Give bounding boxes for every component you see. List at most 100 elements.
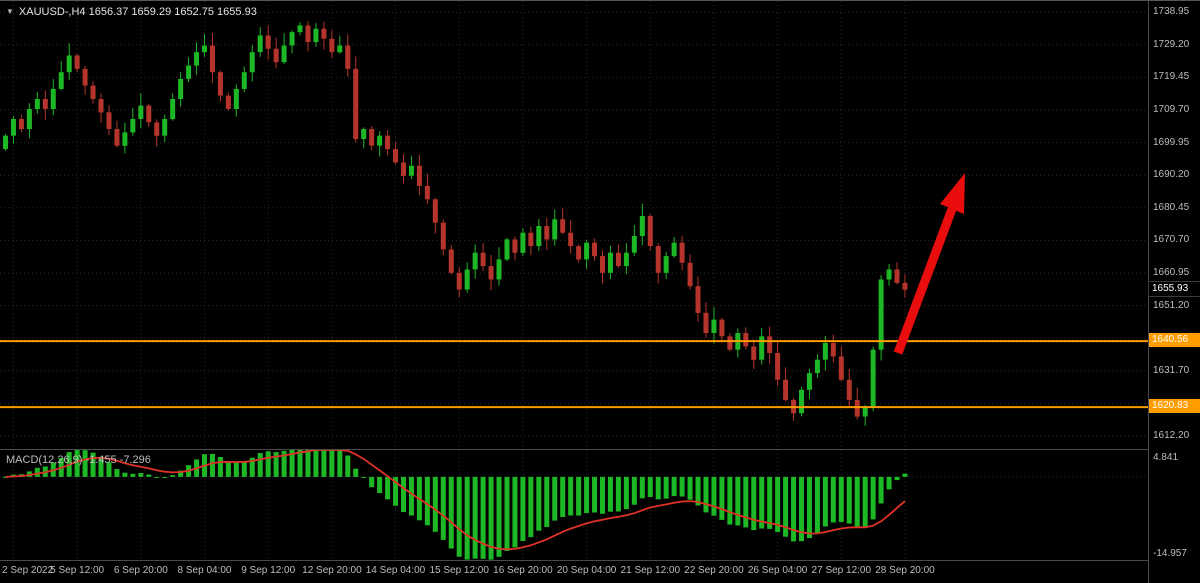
candle-body — [353, 68, 359, 140]
candle-body — [146, 105, 152, 123]
time-axis-label: 26 Sep 04:00 — [747, 565, 808, 576]
candle-body — [202, 45, 207, 53]
macd-histogram-bar — [623, 476, 629, 510]
candle-body — [369, 129, 375, 146]
macd-histogram-bar — [34, 467, 40, 477]
time-axis-label: 15 Sep 12:00 — [429, 565, 489, 576]
macd-histogram-bar — [846, 476, 852, 524]
candle-body — [703, 312, 709, 333]
candle-body — [671, 242, 677, 257]
macd-histogram-bar — [663, 476, 669, 499]
time-axis-label: 14 Sep 04:00 — [365, 565, 426, 576]
macd-histogram-bar — [361, 476, 367, 478]
candle-body — [846, 379, 852, 400]
macd-histogram-bar — [504, 476, 510, 551]
time-axis-label: 9 Sep 12:00 — [241, 565, 296, 576]
time-axis-label: 8 Sep 04:00 — [177, 565, 232, 576]
macd-histogram-bar — [345, 455, 351, 477]
candle-body — [34, 99, 40, 109]
price-tick-label: 1729.20 — [1153, 39, 1190, 50]
candle-body — [544, 226, 550, 240]
level-price-tag[interactable]: 1640.56 — [1149, 333, 1200, 347]
macd-histogram-bar — [82, 450, 88, 477]
symbol-ohlc-text: XAUUSD-,H4 1656.37 1659.29 1652.75 1655.… — [18, 6, 257, 18]
chevron-down-icon[interactable]: ▼ — [6, 7, 14, 16]
candle-body — [464, 269, 470, 290]
macd-panel-canvas[interactable] — [0, 450, 1148, 561]
candle-body — [767, 336, 773, 353]
macd-histogram-bar — [870, 476, 876, 520]
macd-histogram-bar — [576, 476, 582, 516]
level-price-tag[interactable]: 1620.83 — [1149, 399, 1200, 413]
macd-histogram-bar — [424, 476, 430, 526]
candle-body — [162, 119, 168, 136]
macd-histogram-bar — [472, 476, 478, 559]
candle-body — [838, 356, 844, 380]
candle-body — [10, 119, 16, 136]
candle-body — [90, 85, 96, 99]
price-axis[interactable]: 1655.93 4.841 -14.957 1738.95 1729.20 1719… — [1148, 1, 1200, 583]
macd-histogram-bar — [329, 450, 335, 477]
macd-histogram-bar — [456, 476, 462, 557]
macd-histogram-bar — [647, 476, 653, 497]
candle-body — [377, 135, 383, 146]
macd-histogram-bar — [289, 450, 295, 477]
arrow-annotation-shaft[interactable] — [893, 207, 957, 355]
macd-histogram-bar — [488, 476, 494, 560]
candle-body — [305, 25, 311, 43]
candle-body — [623, 252, 629, 267]
macd-histogram-bar — [568, 476, 574, 516]
macd-histogram-bar — [273, 452, 279, 477]
arrow-annotation-head[interactable] — [940, 173, 965, 214]
macd-histogram-bar — [806, 476, 812, 539]
macd-histogram-bar — [528, 476, 534, 538]
macd-histogram-bar — [106, 462, 112, 477]
candle-body — [337, 45, 343, 53]
candle-body — [584, 242, 590, 260]
macd-histogram-bar — [743, 476, 749, 528]
macd-histogram-bar — [265, 451, 271, 477]
candle-body — [98, 99, 104, 113]
macd-histogram-bar — [26, 471, 32, 477]
candle-body — [393, 149, 399, 163]
price-tick-label: 1709.70 — [1153, 104, 1190, 115]
macd-signal-line — [5, 450, 906, 551]
candle-body — [18, 119, 24, 129]
macd-histogram-bar — [822, 476, 828, 527]
candle-body — [592, 242, 598, 257]
macd-histogram-bar — [297, 450, 303, 477]
macd-histogram-bar — [337, 450, 343, 477]
macd-histogram-bar — [217, 457, 223, 477]
price-chart-canvas[interactable] — [0, 1, 1148, 450]
candle-body — [385, 135, 391, 150]
macd-histogram-bar — [894, 476, 900, 481]
price-tick-label: 1651.20 — [1153, 300, 1190, 311]
candle-body — [209, 45, 215, 73]
candle-body — [194, 52, 200, 66]
macd-histogram-bar — [607, 476, 613, 512]
macd-histogram-bar — [814, 476, 820, 534]
macd-histogram-bar — [385, 476, 391, 500]
price-tick-label: 1719.45 — [1153, 71, 1190, 82]
candle-body — [504, 239, 510, 260]
candle-body — [241, 72, 247, 89]
candle-body — [281, 45, 287, 63]
chart-header: ▼ XAUUSD-,H4 1656.37 1659.29 1652.75 165… — [6, 6, 257, 18]
candle-body — [50, 88, 56, 109]
candle-body — [408, 165, 414, 176]
candle-body — [639, 216, 645, 237]
candle-body — [806, 373, 812, 390]
price-tick-label: 1699.95 — [1153, 137, 1190, 148]
macd-histogram-bar — [496, 476, 502, 557]
time-axis-label: 21 Sep 12:00 — [620, 565, 681, 576]
macd-histogram-bar — [401, 476, 406, 513]
candle-body — [783, 379, 789, 400]
candle-body — [560, 219, 566, 233]
candle-body — [456, 272, 462, 290]
candle-body — [576, 246, 582, 260]
candle-body — [122, 132, 128, 146]
candle-body — [225, 95, 231, 109]
macd-histogram-bar — [154, 476, 160, 478]
time-axis[interactable]: 2 Sep 2022 5 Sep 12:00 6 Sep 20:00 8 Sep 04… — [0, 561, 1148, 583]
